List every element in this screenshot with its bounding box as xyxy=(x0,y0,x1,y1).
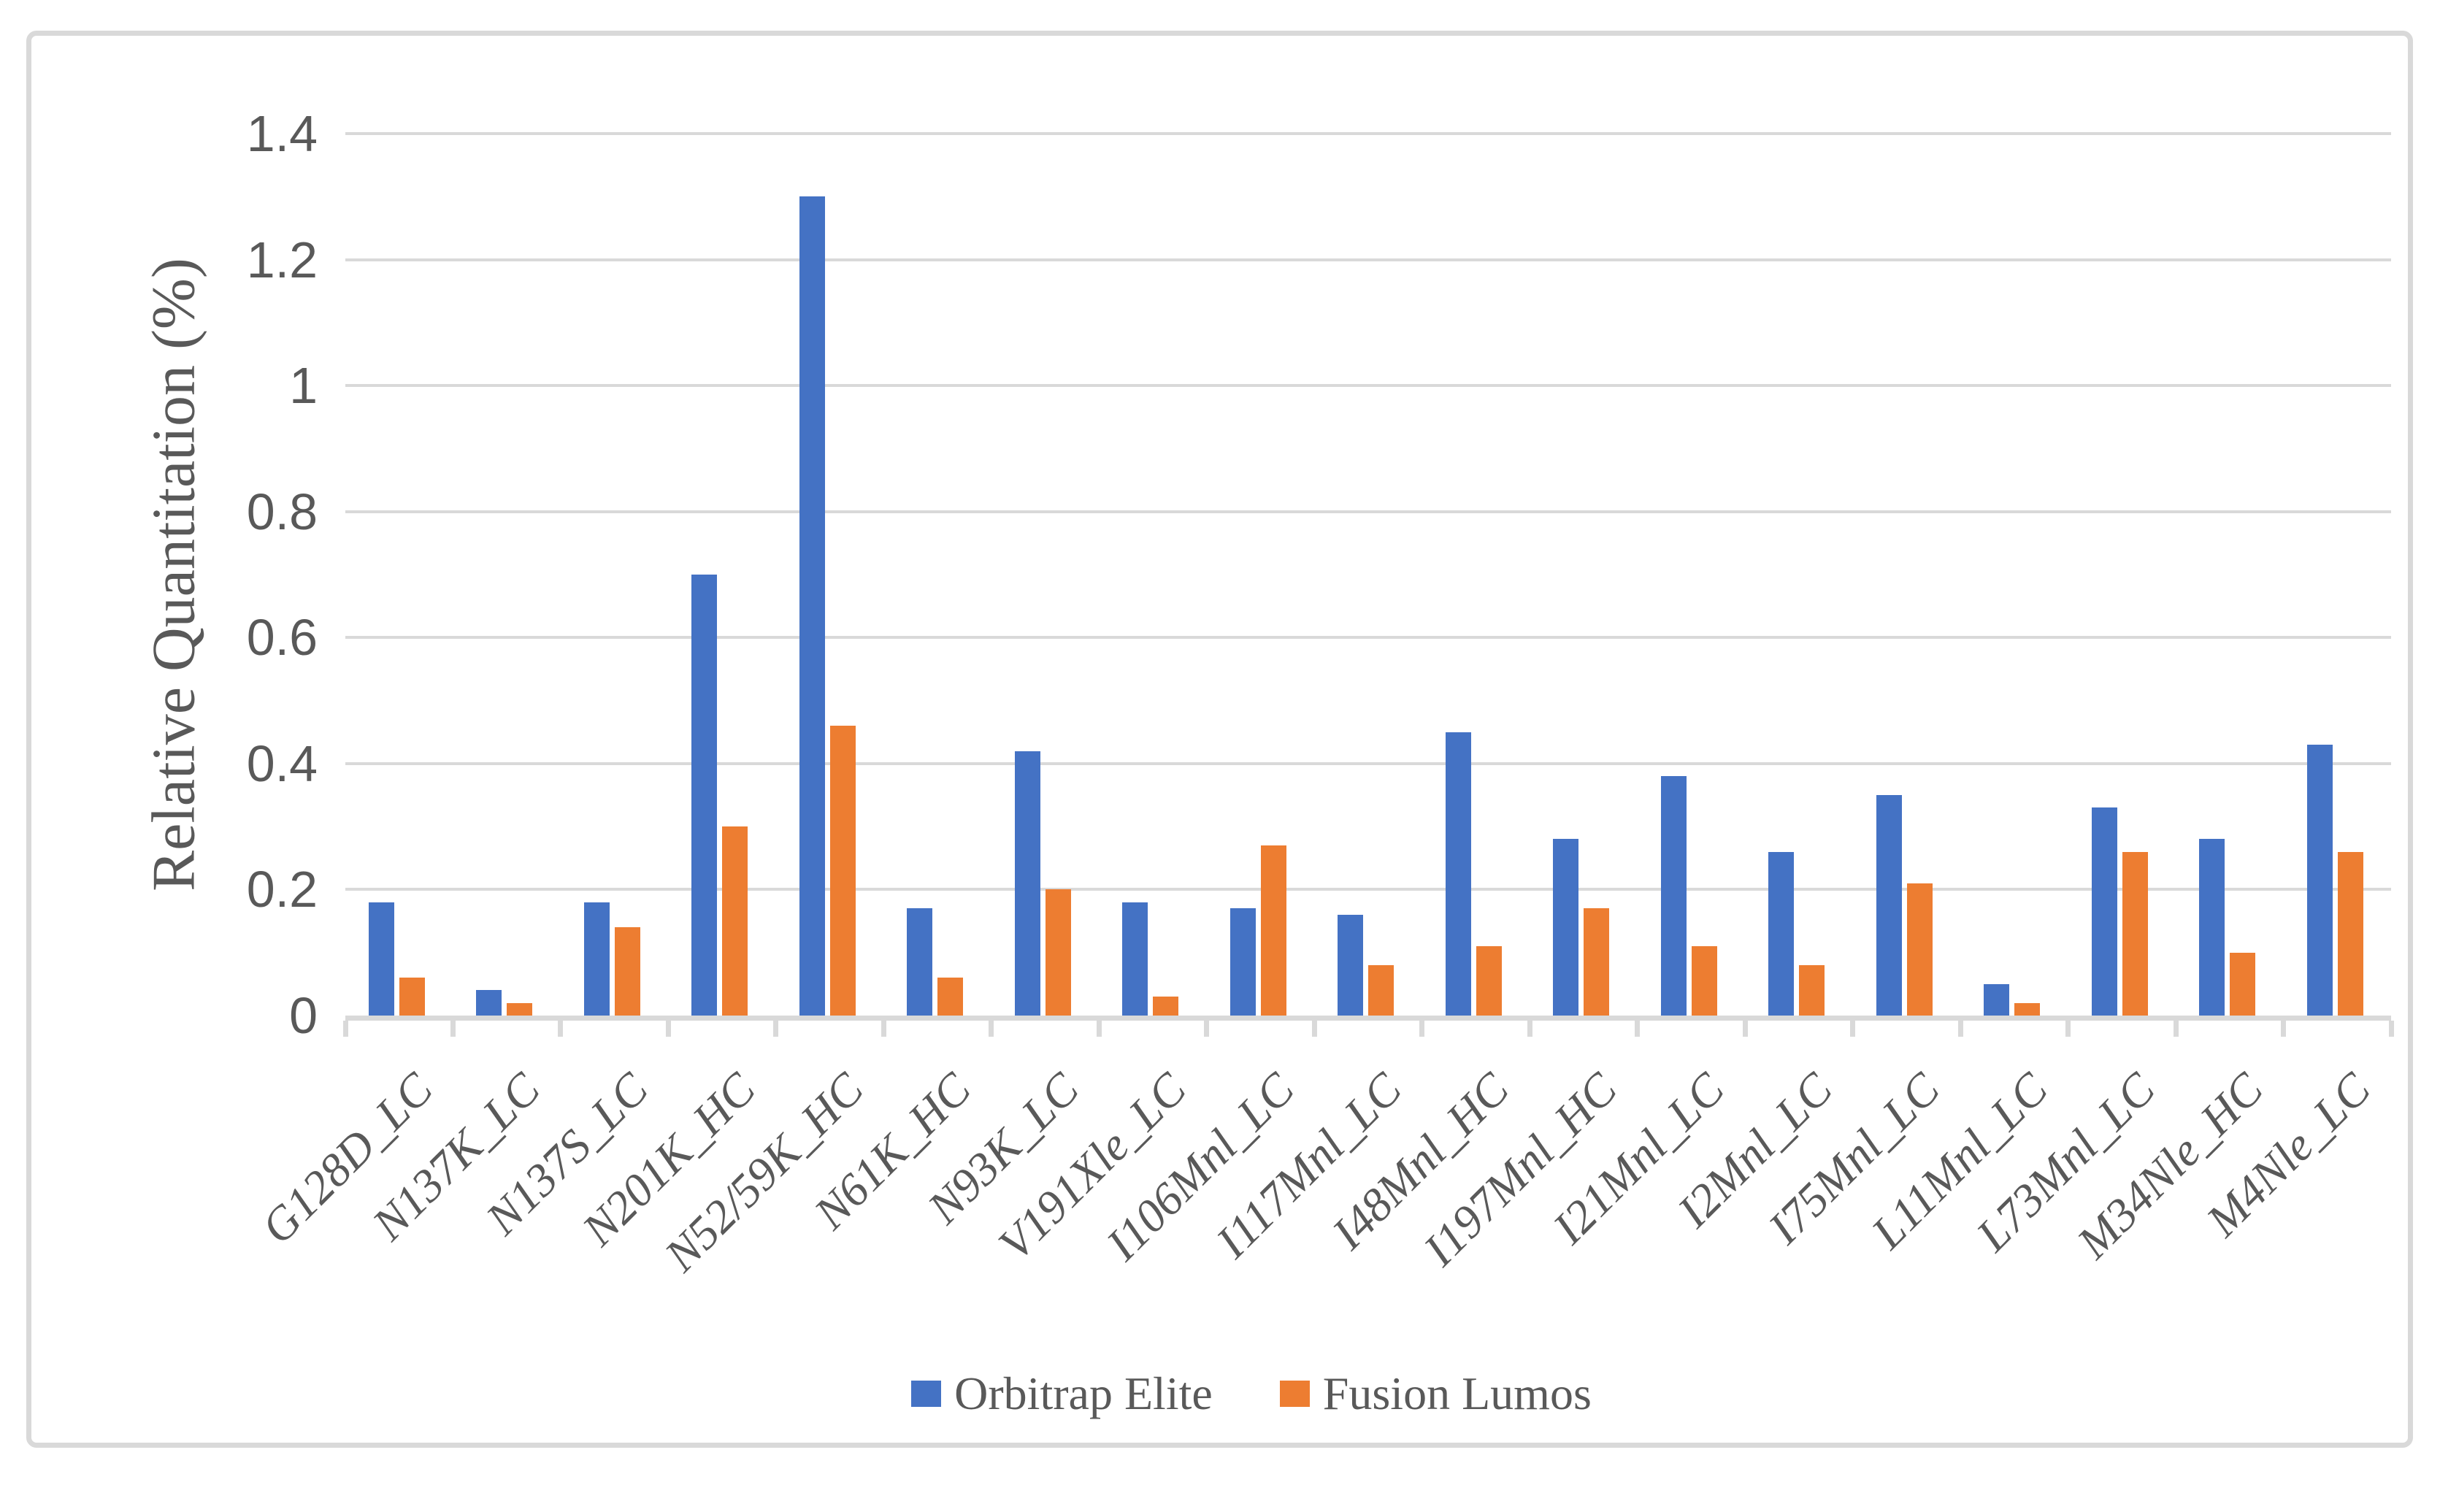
legend-swatch-fusion-lumos xyxy=(1279,1381,1310,1407)
bar-fusion-lumos-I197Mnl_HC xyxy=(1584,908,1610,1016)
bar-fusion-lumos-N61K_HC xyxy=(937,978,964,1016)
legend-item-orbitrap-elite: Orbitrap Elite xyxy=(911,1370,1213,1417)
bar-orbitrap-elite-N61K_HC xyxy=(907,908,933,1016)
y-tick-label: 0 xyxy=(289,987,318,1044)
chart-frame: Relative Quantitation (%) 0 0.2 0.4 0.6 0.8 1… xyxy=(26,31,2413,1448)
bar-fusion-lumos-L73Mnl_LC xyxy=(2122,851,2148,1016)
bar-fusion-lumos-N137K_LC xyxy=(507,1002,533,1016)
x-tick-mark xyxy=(342,1021,348,1037)
x-tick-mark xyxy=(1850,1021,1856,1037)
x-tick-mark xyxy=(2388,1021,2394,1037)
gridline xyxy=(345,636,2391,640)
x-tick-mark xyxy=(1311,1021,1317,1037)
x-tick-mark xyxy=(989,1021,994,1037)
x-tick-mark xyxy=(665,1021,671,1037)
bar-fusion-lumos-M4Nle_LC xyxy=(2337,851,2363,1016)
x-tick-mark xyxy=(2281,1021,2287,1037)
bar-orbitrap-elite-I117Mnl_LC xyxy=(1338,914,1364,1016)
y-tick-label: 1 xyxy=(289,357,318,415)
x-tick-mark xyxy=(881,1021,886,1037)
bar-fusion-lumos-I48Mnl_HC xyxy=(1476,946,1502,1016)
x-tick-mark xyxy=(1635,1021,1641,1037)
y-tick-label: 0.4 xyxy=(246,734,318,792)
gridline xyxy=(345,132,2391,135)
plot-area xyxy=(345,134,2391,1016)
y-tick-label: 0.2 xyxy=(246,861,318,918)
x-tick-mark xyxy=(2173,1021,2179,1037)
gridline xyxy=(345,258,2391,261)
y-tick-label: 1.4 xyxy=(246,105,318,162)
bar-orbitrap-elite-N201K_HC xyxy=(691,575,718,1016)
bar-orbitrap-elite-N52/59K_HC xyxy=(799,196,825,1016)
y-tick-label: 0.8 xyxy=(246,483,318,540)
bar-fusion-lumos-G128D_LC xyxy=(399,978,425,1016)
bar-orbitrap-elite-I197Mnl_HC xyxy=(1553,839,1579,1016)
y-tick-label: 1.2 xyxy=(246,231,318,288)
gridline xyxy=(345,761,2391,765)
bar-orbitrap-elite-M4Nle_LC xyxy=(2306,744,2333,1016)
bar-orbitrap-elite-I2Mnl_LC xyxy=(1768,851,1795,1016)
bar-fusion-lumos-V191Xle_LC xyxy=(1153,997,1179,1016)
x-tick-mark xyxy=(558,1021,564,1037)
bar-orbitrap-elite-V191Xle_LC xyxy=(1122,902,1148,1016)
bar-fusion-lumos-M34Nle_HC xyxy=(2230,952,2256,1016)
x-axis-line xyxy=(345,1016,2391,1021)
gridline xyxy=(345,510,2391,513)
bar-orbitrap-elite-M34Nle_HC xyxy=(2199,839,2225,1016)
bar-fusion-lumos-N137S_LC xyxy=(614,927,640,1016)
legend-swatch-orbitrap-elite xyxy=(911,1381,942,1407)
bar-orbitrap-elite-I48Mnl_HC xyxy=(1445,732,1471,1016)
bar-fusion-lumos-I2Mnl_LC xyxy=(1799,964,1825,1016)
bar-orbitrap-elite-N93K_LC xyxy=(1014,751,1040,1016)
y-tick-label: 0.6 xyxy=(246,609,318,667)
bar-fusion-lumos-I106Mnl_LC xyxy=(1260,845,1286,1016)
bar-fusion-lumos-N201K_HC xyxy=(722,826,748,1016)
bar-orbitrap-elite-L73Mnl_LC xyxy=(2091,807,2117,1016)
bar-fusion-lumos-I75Mnl_LC xyxy=(1906,883,1933,1016)
x-tick-mark xyxy=(773,1021,779,1037)
legend: Orbitrap Elite Fusion Lumos xyxy=(31,1370,2440,1417)
bar-fusion-lumos-I117Mnl_LC xyxy=(1368,964,1394,1016)
x-tick-mark xyxy=(2065,1021,2071,1037)
bar-orbitrap-elite-G128D_LC xyxy=(369,902,394,1016)
bar-orbitrap-elite-L11Mnl_LC xyxy=(1984,983,2010,1016)
x-tick-mark xyxy=(1742,1021,1748,1037)
x-tick-mark xyxy=(1096,1021,1102,1037)
bar-orbitrap-elite-N137S_LC xyxy=(583,902,610,1016)
bar-fusion-lumos-I21Mnl_LC xyxy=(1691,946,1717,1016)
legend-item-fusion-lumos: Fusion Lumos xyxy=(1279,1367,1592,1419)
bar-orbitrap-elite-I75Mnl_LC xyxy=(1876,795,1902,1016)
x-tick-mark xyxy=(1419,1021,1425,1037)
bar-fusion-lumos-N93K_LC xyxy=(1045,889,1071,1016)
legend-label-fusion-lumos: Fusion Lumos xyxy=(1322,1367,1592,1419)
bar-fusion-lumos-N52/59K_HC xyxy=(829,726,856,1016)
x-tick-mark xyxy=(450,1021,456,1037)
bar-orbitrap-elite-I106Mnl_LC xyxy=(1229,908,1256,1016)
gridline xyxy=(345,888,2391,891)
bar-orbitrap-elite-I21Mnl_LC xyxy=(1660,776,1687,1016)
legend-label-orbitrap-elite: Orbitrap Elite xyxy=(954,1367,1213,1419)
x-tick-mark xyxy=(1527,1021,1532,1037)
x-tick-mark xyxy=(1957,1021,1963,1037)
bar-orbitrap-elite-N137K_LC xyxy=(476,990,502,1016)
gridline xyxy=(345,384,2391,388)
x-tick-mark xyxy=(1204,1021,1210,1037)
bar-fusion-lumos-L11Mnl_LC xyxy=(2014,1002,2041,1016)
